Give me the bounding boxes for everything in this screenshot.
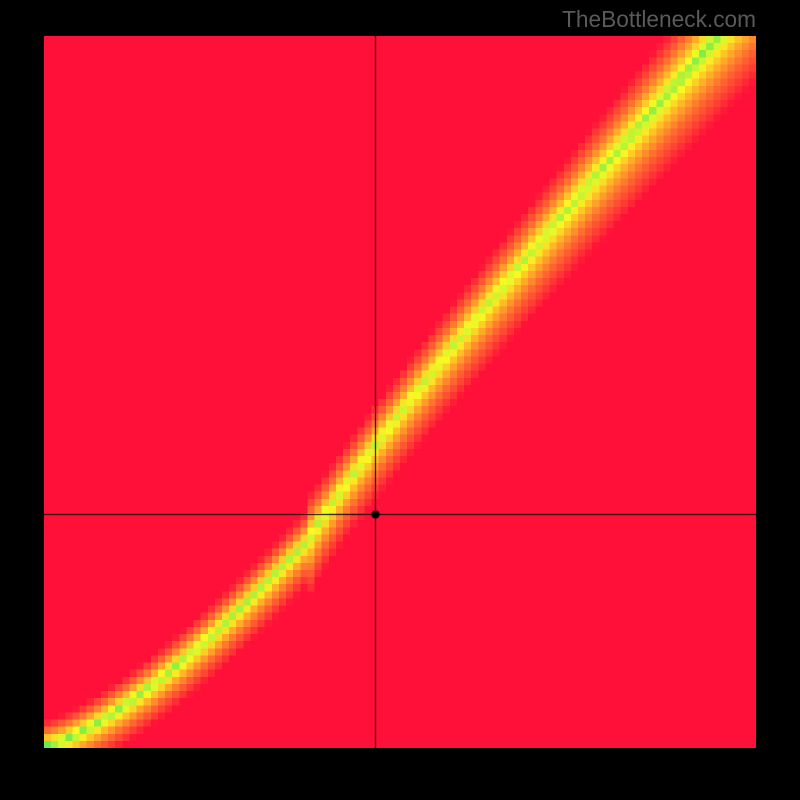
crosshair-overlay	[44, 36, 756, 748]
watermark-text: TheBottleneck.com	[562, 6, 756, 33]
